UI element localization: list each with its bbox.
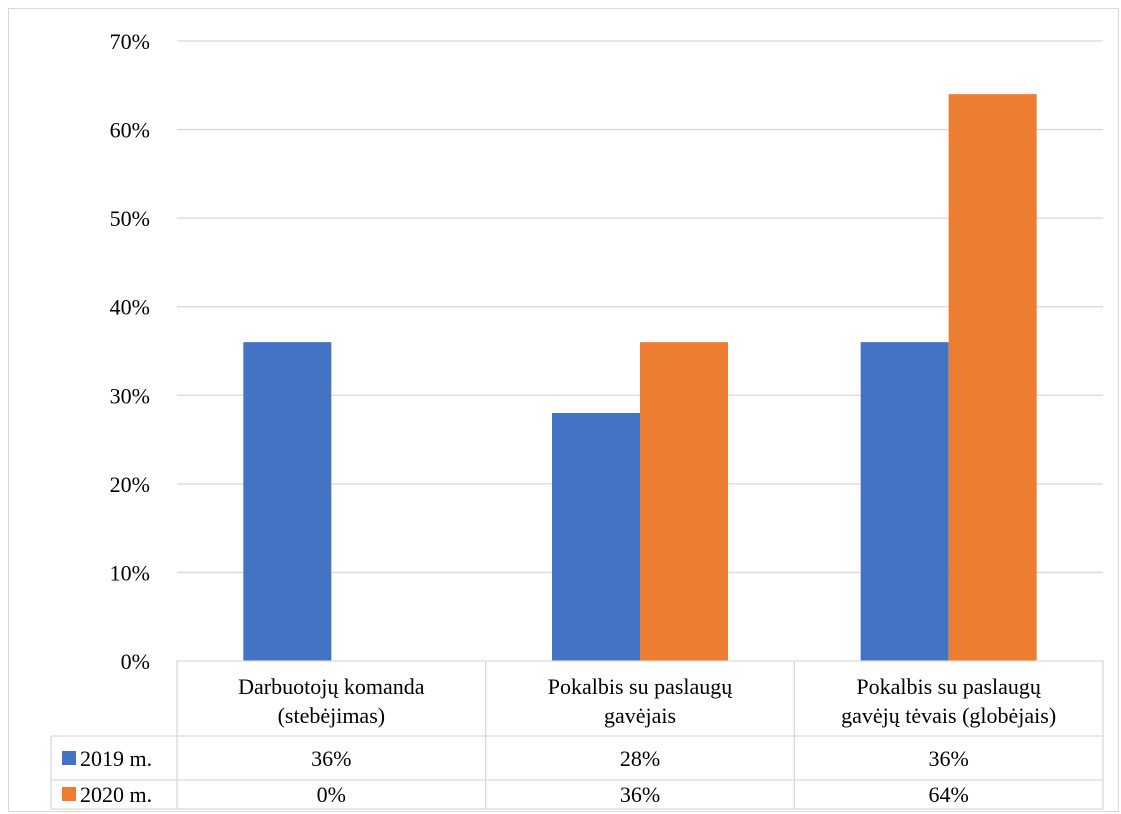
y-tick-label: 40% [110,295,150,320]
bar [860,342,949,661]
data-label: 0% [317,782,346,807]
data-label: 64% [929,782,969,807]
y-tick-label: 60% [110,118,150,143]
bar [640,342,728,661]
bar [552,413,640,661]
category-label: gavėjų tėvais (globėjais) [841,703,1056,728]
category-label: (stebėjimas) [278,703,386,728]
data-label: 36% [620,782,660,807]
data-label: 36% [929,746,969,771]
data-label: 28% [620,746,660,771]
category-label: Pokalbis su paslaugų [548,674,734,699]
y-tick-label: 70% [110,29,150,54]
category-label: Darbuotojų komanda [238,674,425,699]
legend-label: 2020 m. [80,782,152,807]
legend-label: 2019 m. [80,746,152,771]
chart-frame [8,8,1119,812]
y-tick-label: 10% [110,560,150,585]
y-tick-label: 30% [110,383,150,408]
y-tick-label: 20% [110,472,150,497]
bar [948,94,1037,661]
y-tick-label: 50% [110,206,150,231]
legend-swatch [62,787,76,801]
y-tick-label: 0% [121,649,150,674]
bar [243,342,332,661]
category-label: Pokalbis su paslaugų [856,674,1042,699]
legend-swatch [62,751,76,765]
category-label: gavėjais [604,703,676,728]
data-label: 36% [311,746,351,771]
